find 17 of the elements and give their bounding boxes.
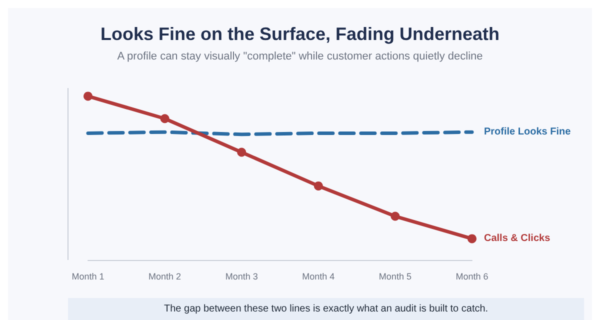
chart-title: Looks Fine on the Surface, Fading Underneath <box>100 24 500 44</box>
x-tick-label: Month 4 <box>302 272 335 282</box>
point <box>390 212 400 221</box>
x-tick-label: Month 1 <box>72 272 104 282</box>
x-tick-label: Month 6 <box>456 272 488 282</box>
point <box>468 234 476 244</box>
series-label: Calls & Clicks <box>484 233 551 244</box>
point <box>237 148 246 157</box>
series-label: Profile Looks Fine <box>484 126 572 138</box>
point <box>160 114 170 124</box>
text: The gap between these two lines is exactly what an audit is built to catch. <box>164 304 488 314</box>
x-tick-label: Month 5 <box>378 272 412 282</box>
point <box>314 181 323 190</box>
chart-subtitle: A profile can stay visually "complete" while customer actions quietly decline <box>117 50 483 62</box>
x-tick-label: Month 2 <box>148 272 182 282</box>
point <box>84 92 92 101</box>
x-tick-label: Month 3 <box>225 272 258 282</box>
